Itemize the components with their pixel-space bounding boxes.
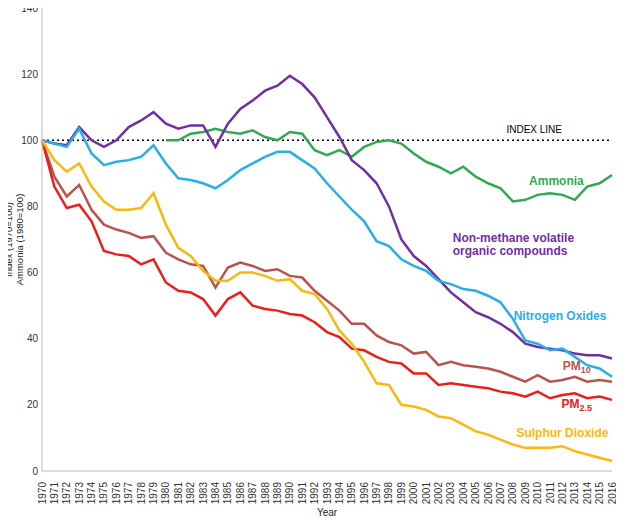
svg-text:2001: 2001 bbox=[421, 482, 432, 505]
svg-text:1970: 1970 bbox=[37, 482, 48, 505]
svg-text:2005: 2005 bbox=[470, 482, 481, 505]
svg-text:1979: 1979 bbox=[148, 482, 159, 505]
svg-text:2016: 2016 bbox=[607, 482, 617, 505]
svg-text:1978: 1978 bbox=[136, 482, 147, 505]
svg-text:40: 40 bbox=[27, 333, 39, 344]
svg-text:Sulphur Dioxide: Sulphur Dioxide bbox=[516, 426, 608, 440]
svg-text:Year: Year bbox=[317, 507, 338, 518]
svg-text:Nitrogen Oxides: Nitrogen Oxides bbox=[514, 309, 607, 323]
svg-text:1998: 1998 bbox=[383, 482, 394, 505]
svg-text:1973: 1973 bbox=[74, 482, 85, 505]
svg-text:2009: 2009 bbox=[520, 482, 531, 505]
svg-text:2011: 2011 bbox=[545, 482, 556, 504]
svg-text:2007: 2007 bbox=[495, 482, 506, 505]
svg-text:Ammonia: Ammonia bbox=[529, 174, 584, 188]
svg-text:0: 0 bbox=[32, 466, 38, 477]
svg-text:1986: 1986 bbox=[235, 482, 246, 505]
svg-text:1988: 1988 bbox=[260, 482, 271, 505]
svg-text:1991: 1991 bbox=[297, 482, 308, 505]
svg-text:1993: 1993 bbox=[322, 482, 333, 505]
svg-text:140: 140 bbox=[21, 8, 38, 14]
svg-text:1996: 1996 bbox=[359, 482, 370, 505]
svg-text:2006: 2006 bbox=[483, 482, 494, 505]
svg-text:1971: 1971 bbox=[49, 482, 60, 505]
svg-text:2008: 2008 bbox=[507, 482, 518, 505]
svg-text:1982: 1982 bbox=[185, 482, 196, 505]
svg-text:1990: 1990 bbox=[284, 482, 295, 505]
svg-text:1977: 1977 bbox=[123, 482, 134, 505]
svg-text:1989: 1989 bbox=[272, 482, 283, 505]
svg-text:1985: 1985 bbox=[222, 482, 233, 505]
svg-text:1999: 1999 bbox=[396, 482, 407, 505]
svg-text:1975: 1975 bbox=[98, 482, 109, 505]
svg-text:80: 80 bbox=[27, 201, 39, 212]
svg-text:1981: 1981 bbox=[173, 482, 184, 505]
svg-text:1997: 1997 bbox=[371, 482, 382, 505]
svg-text:INDEX LINE: INDEX LINE bbox=[506, 124, 562, 135]
svg-text:1994: 1994 bbox=[334, 482, 345, 505]
svg-text:1976: 1976 bbox=[111, 482, 122, 505]
svg-text:2013: 2013 bbox=[569, 482, 580, 505]
svg-text:120: 120 bbox=[21, 69, 38, 80]
svg-text:1980: 1980 bbox=[160, 482, 171, 505]
svg-text:1984: 1984 bbox=[210, 482, 221, 505]
svg-text:1987: 1987 bbox=[247, 482, 258, 505]
svg-text:Non-methane volatileorganic co: Non-methane volatileorganic compounds bbox=[453, 231, 575, 258]
svg-text:20: 20 bbox=[27, 399, 39, 410]
svg-text:2003: 2003 bbox=[445, 482, 456, 505]
svg-text:1995: 1995 bbox=[346, 482, 357, 505]
svg-text:60: 60 bbox=[27, 267, 39, 278]
svg-text:100: 100 bbox=[21, 135, 38, 146]
svg-text:PM2.5: PM2.5 bbox=[562, 397, 593, 413]
svg-text:Ammonia (1980=100): Ammonia (1980=100) bbox=[14, 194, 25, 286]
svg-text:1972: 1972 bbox=[61, 482, 72, 505]
svg-text:2010: 2010 bbox=[532, 482, 543, 505]
svg-text:1983: 1983 bbox=[198, 482, 209, 505]
svg-text:2002: 2002 bbox=[433, 482, 444, 505]
svg-text:2004: 2004 bbox=[458, 482, 469, 505]
svg-text:2000: 2000 bbox=[408, 482, 419, 505]
svg-text:1974: 1974 bbox=[86, 482, 97, 505]
svg-text:2012: 2012 bbox=[557, 482, 568, 505]
svg-text:PM10: PM10 bbox=[563, 359, 591, 375]
svg-text:2014: 2014 bbox=[582, 482, 593, 505]
svg-text:1992: 1992 bbox=[309, 482, 320, 505]
svg-text:2015: 2015 bbox=[594, 482, 605, 505]
